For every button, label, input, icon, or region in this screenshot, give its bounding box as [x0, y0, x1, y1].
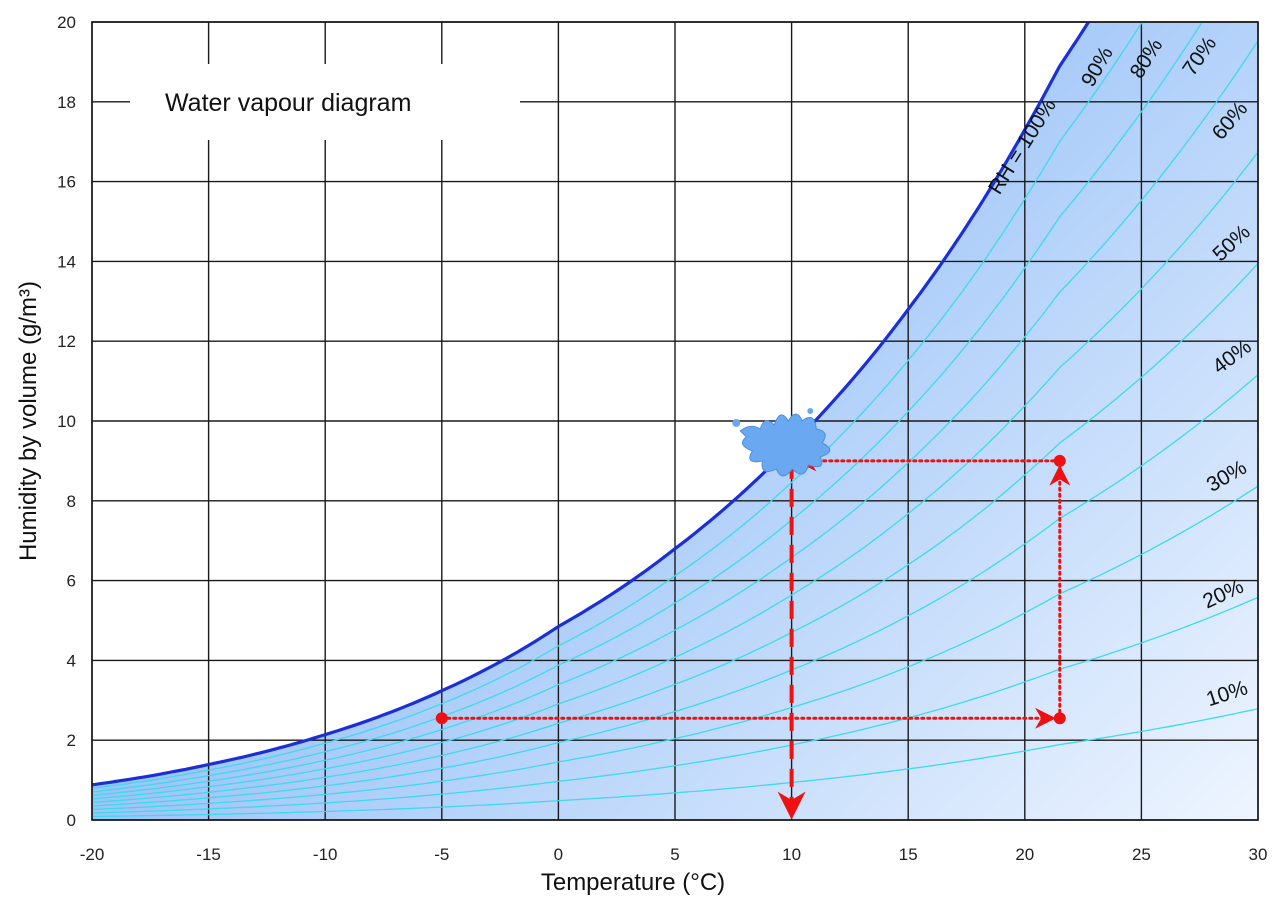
saturated-region-fill: [92, 22, 1258, 820]
rh-curve: [92, 40, 1258, 797]
x-tick-label: -20: [80, 845, 105, 864]
rh-curve: [92, 485, 1258, 811]
rh-curve: [92, 374, 1258, 807]
y-axis-title: Humidity by volume (g/m³): [15, 281, 42, 561]
annotation-point: [435, 712, 448, 725]
x-tick-label: 20: [1015, 845, 1034, 864]
x-tick-label: -5: [434, 845, 449, 864]
splash-droplet: [807, 407, 814, 414]
plot-frame: [91, 21, 1259, 821]
x-axis-title: Temperature (°C): [541, 869, 725, 896]
condensation-splash-icon: [739, 413, 831, 477]
y-tick-label: 16: [57, 173, 76, 192]
title-background: [130, 64, 520, 140]
y-tick-label: 2: [67, 731, 76, 750]
chart-title: Water vapour diagram: [165, 89, 411, 117]
x-tick-label: 25: [1132, 845, 1151, 864]
x-tick-label: 0: [554, 845, 563, 864]
annotation-point: [1053, 454, 1066, 467]
annotation-point: [1053, 712, 1066, 725]
splash-droplet: [732, 418, 741, 427]
y-tick-label: 14: [57, 252, 76, 271]
saturation-curve: [92, 22, 1091, 787]
rh-curve: [92, 708, 1258, 818]
rh-curve: [92, 151, 1258, 800]
y-tick-label: 0: [67, 811, 76, 830]
rh-curve: [92, 22, 1143, 790]
y-tick-label: 6: [67, 572, 76, 591]
rh-curve: [92, 22, 1203, 793]
rh-curve: [92, 262, 1258, 804]
y-tick-label: 18: [57, 93, 76, 112]
x-tick-label: -10: [313, 845, 338, 864]
x-tick-label: 10: [782, 845, 801, 864]
x-tick-label: 30: [1249, 845, 1268, 864]
y-tick-label: 20: [57, 13, 76, 32]
x-tick-label: 5: [670, 845, 679, 864]
rh-curve: [92, 596, 1258, 814]
y-tick-label: 12: [57, 332, 76, 351]
y-tick-label: 8: [67, 492, 76, 511]
y-tick-label: 4: [67, 651, 76, 670]
x-tick-label: 15: [899, 845, 918, 864]
y-tick-label: 10: [57, 412, 76, 431]
x-tick-label: -15: [196, 845, 221, 864]
